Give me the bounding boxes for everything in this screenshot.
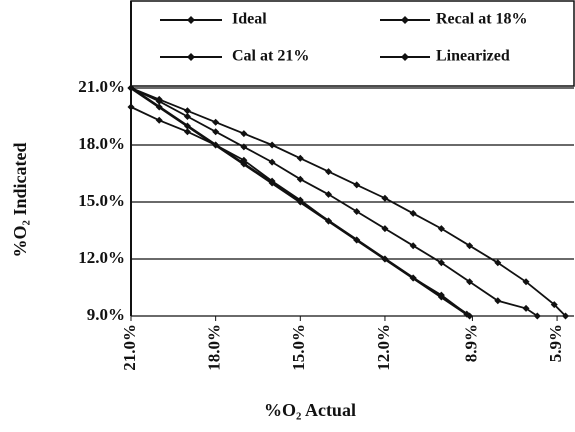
- marker: [296, 154, 304, 162]
- marker: [522, 278, 530, 286]
- marker: [183, 107, 191, 115]
- legend-marker: [187, 53, 195, 61]
- y-tick-label: 9.0%: [87, 305, 125, 324]
- marker: [466, 242, 474, 250]
- legend-marker: [401, 16, 409, 24]
- marker: [437, 259, 445, 267]
- y-tick-label: 21.0%: [78, 77, 125, 96]
- legend-label: Linearized: [436, 48, 510, 65]
- marker: [409, 209, 417, 217]
- x-tick-label: 21.0%: [120, 324, 139, 371]
- marker: [494, 297, 502, 305]
- marker: [466, 278, 474, 286]
- marker: [183, 122, 191, 130]
- x-tick-label: 15.0%: [289, 324, 308, 371]
- legend-label: Ideal: [232, 11, 267, 28]
- marker: [325, 217, 333, 225]
- marker: [296, 175, 304, 183]
- marker: [325, 168, 333, 176]
- legend-marker: [187, 16, 195, 24]
- marker: [212, 141, 220, 149]
- marker: [353, 236, 361, 244]
- marker: [240, 143, 248, 151]
- y-tick-label: 15.0%: [78, 191, 125, 210]
- y-tick-label: 12.0%: [78, 248, 125, 267]
- legend-label: Recal at 18%: [436, 11, 528, 28]
- series-line: [130, 87, 538, 317]
- marker: [268, 158, 276, 166]
- marker: [155, 116, 163, 124]
- marker: [409, 274, 417, 282]
- x-tick-label: 12.0%: [374, 324, 393, 371]
- marker: [437, 225, 445, 233]
- marker: [268, 141, 276, 149]
- marker: [494, 259, 502, 267]
- marker: [353, 208, 361, 215]
- marker: [268, 177, 276, 185]
- marker: [212, 128, 220, 136]
- marker: [212, 118, 220, 126]
- marker: [381, 255, 389, 263]
- marker: [522, 304, 530, 312]
- marker: [127, 103, 135, 111]
- marker: [183, 113, 191, 120]
- x-axis-label: %O₂ Actual: [264, 400, 356, 420]
- marker: [240, 156, 248, 164]
- marker: [155, 103, 163, 111]
- marker: [381, 225, 389, 233]
- marker: [463, 310, 471, 318]
- marker: [155, 95, 163, 103]
- x-tick-label: 18.0%: [205, 324, 224, 371]
- marker: [437, 291, 445, 299]
- legend-marker: [401, 53, 409, 61]
- marker: [562, 312, 570, 320]
- marker: [353, 181, 361, 189]
- x-tick-label: 8.9%: [461, 324, 480, 362]
- series-line: [130, 106, 468, 315]
- marker: [381, 194, 389, 202]
- marker: [533, 312, 541, 320]
- marker: [127, 84, 135, 92]
- marker: [183, 128, 191, 136]
- x-tick-label: 5.9%: [546, 324, 565, 362]
- y-axis-label: %O₂ Indicated: [10, 143, 30, 258]
- marker: [409, 242, 417, 250]
- legend-label: Cal at 21%: [232, 48, 309, 65]
- marker: [240, 130, 248, 138]
- marker: [296, 196, 304, 204]
- marker: [325, 190, 333, 198]
- marker: [550, 301, 558, 309]
- y-tick-label: 18.0%: [78, 134, 125, 153]
